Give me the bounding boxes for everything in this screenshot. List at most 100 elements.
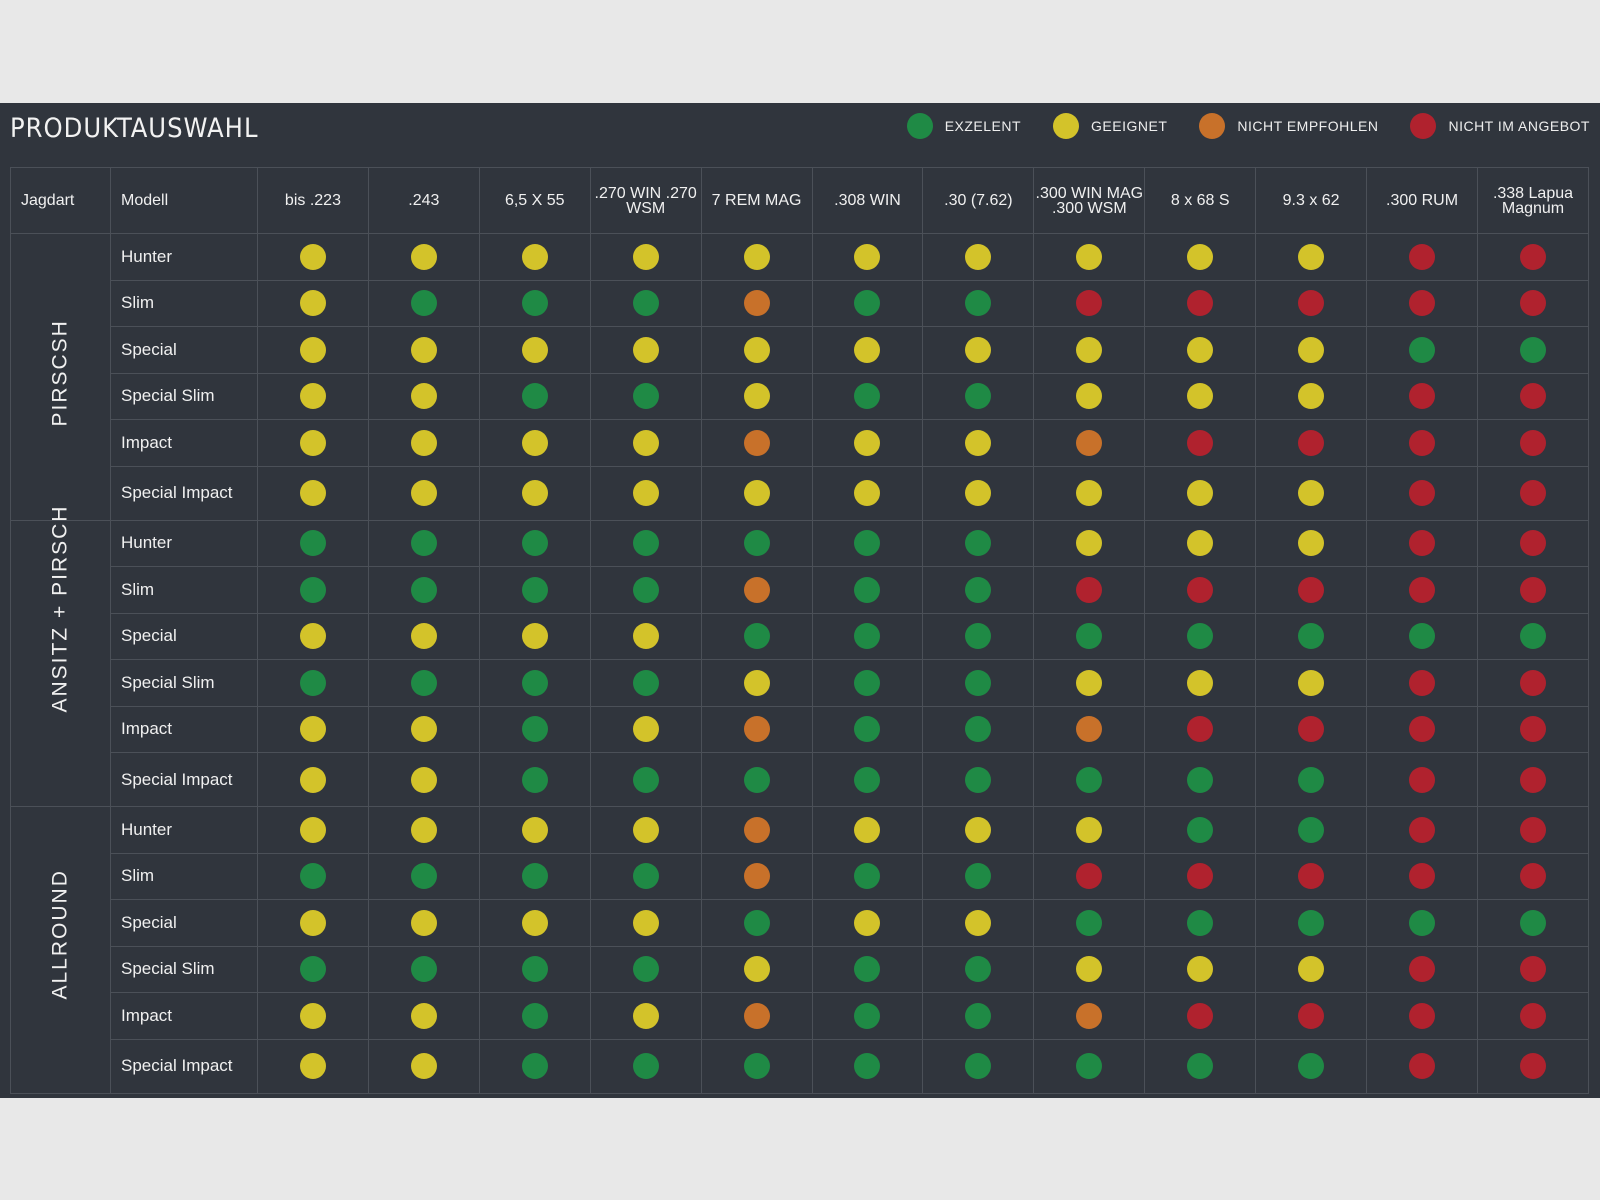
rating-dot-icon	[743, 956, 770, 983]
rating-dot-icon	[299, 1053, 326, 1079]
rating-cell	[1366, 945, 1478, 993]
rating-dot-icon	[299, 816, 326, 843]
rating-cell	[811, 233, 924, 281]
rating-dot-icon	[632, 336, 659, 363]
rating-cell	[1144, 992, 1257, 1040]
rating-dot-icon	[1187, 863, 1214, 890]
rating-cell	[1366, 806, 1478, 854]
rating-cell	[922, 659, 1035, 707]
rating-dot-icon	[1187, 1002, 1214, 1029]
rating-cell	[1476, 279, 1590, 327]
rating-cell	[1144, 372, 1257, 420]
rating-cell	[811, 705, 924, 753]
rating-cell	[367, 566, 480, 614]
rating-cell	[700, 1038, 813, 1094]
header-caliber: 8 x 68 S	[1144, 167, 1257, 234]
rating-cell	[811, 899, 924, 947]
rating-cell	[478, 326, 591, 374]
rating-cell	[367, 752, 480, 807]
rating-cell	[1255, 419, 1368, 467]
rating-dot-icon	[743, 816, 770, 843]
rating-dot-icon	[743, 480, 770, 506]
rating-dot-icon	[743, 766, 770, 793]
rating-dot-icon	[1076, 1002, 1103, 1029]
rating-cell	[700, 806, 813, 854]
rating-dot-icon	[1409, 290, 1436, 317]
rating-dot-icon	[410, 480, 437, 506]
rating-dot-icon	[1519, 429, 1546, 456]
rating-dot-icon	[1409, 530, 1436, 557]
rating-cell	[1033, 752, 1146, 807]
rating-cell	[1366, 279, 1478, 327]
header-modell: Modell	[110, 167, 258, 234]
legend-label: NICHT EMPFOHLEN	[1237, 118, 1379, 134]
rating-dot-icon	[965, 716, 992, 743]
rating-cell	[811, 992, 924, 1040]
rating-cell	[1476, 705, 1590, 753]
rating-dot-icon	[743, 429, 770, 456]
rating-cell	[478, 806, 591, 854]
rating-cell	[1366, 1038, 1478, 1094]
rating-cell	[257, 1038, 369, 1094]
rating-dot-icon	[1409, 669, 1436, 696]
rating-dot-icon	[632, 576, 659, 603]
rating-cell	[1255, 326, 1368, 374]
rating-cell	[1033, 992, 1146, 1040]
rating-dot-icon	[521, 429, 548, 456]
rating-cell	[1476, 945, 1590, 993]
rating-dot-icon	[1076, 716, 1103, 743]
rating-cell	[1033, 705, 1146, 753]
rating-cell	[700, 519, 813, 567]
rating-dot-icon	[854, 429, 881, 456]
rating-dot-icon	[1076, 480, 1103, 506]
rating-cell	[478, 1038, 591, 1094]
rating-dot-icon	[1076, 863, 1103, 890]
rating-cell	[1033, 945, 1146, 993]
rating-cell	[257, 659, 369, 707]
rating-dot-icon	[1298, 716, 1325, 743]
rating-dot-icon	[632, 909, 659, 936]
rating-cell	[257, 519, 369, 567]
rating-cell	[1144, 705, 1257, 753]
rating-dot-icon	[854, 669, 881, 696]
rating-cell	[700, 852, 813, 900]
rating-cell	[589, 945, 702, 993]
rating-dot-icon	[854, 956, 881, 983]
rating-dot-icon	[1187, 909, 1214, 936]
model-name: Special Slim	[110, 659, 258, 707]
legend-item: EXZELENT	[906, 113, 1021, 139]
rating-dot-icon	[299, 909, 326, 936]
legend-dot-icon	[1053, 113, 1080, 139]
rating-dot-icon	[1409, 863, 1436, 890]
rating-dot-icon	[1298, 766, 1325, 793]
rating-cell	[1033, 519, 1146, 567]
rating-cell	[589, 279, 702, 327]
rating-dot-icon	[410, 1053, 437, 1079]
rating-cell	[367, 992, 480, 1040]
rating-cell	[1366, 233, 1478, 281]
rating-dot-icon	[965, 669, 992, 696]
legend-dot-icon	[906, 113, 933, 139]
rating-dot-icon	[965, 1002, 992, 1029]
rating-cell	[700, 326, 813, 374]
rating-dot-icon	[632, 669, 659, 696]
rating-cell	[367, 233, 480, 281]
rating-dot-icon	[1298, 530, 1325, 557]
rating-cell	[589, 1038, 702, 1094]
rating-dot-icon	[1187, 290, 1214, 317]
rating-cell	[922, 279, 1035, 327]
rating-cell	[367, 419, 480, 467]
rating-dot-icon	[1076, 816, 1103, 843]
legend-label: NICHT IM ANGEBOT	[1448, 118, 1590, 134]
rating-dot-icon	[632, 863, 659, 890]
rating-dot-icon	[1409, 816, 1436, 843]
rating-dot-icon	[521, 290, 548, 317]
rating-dot-icon	[1187, 243, 1214, 270]
rating-dot-icon	[1519, 716, 1546, 743]
table-row: Special	[11, 612, 1590, 660]
rating-dot-icon	[1187, 1053, 1214, 1079]
rating-dot-icon	[1519, 480, 1546, 506]
rating-dot-icon	[743, 623, 770, 650]
rating-dot-icon	[299, 716, 326, 743]
rating-cell	[811, 612, 924, 660]
